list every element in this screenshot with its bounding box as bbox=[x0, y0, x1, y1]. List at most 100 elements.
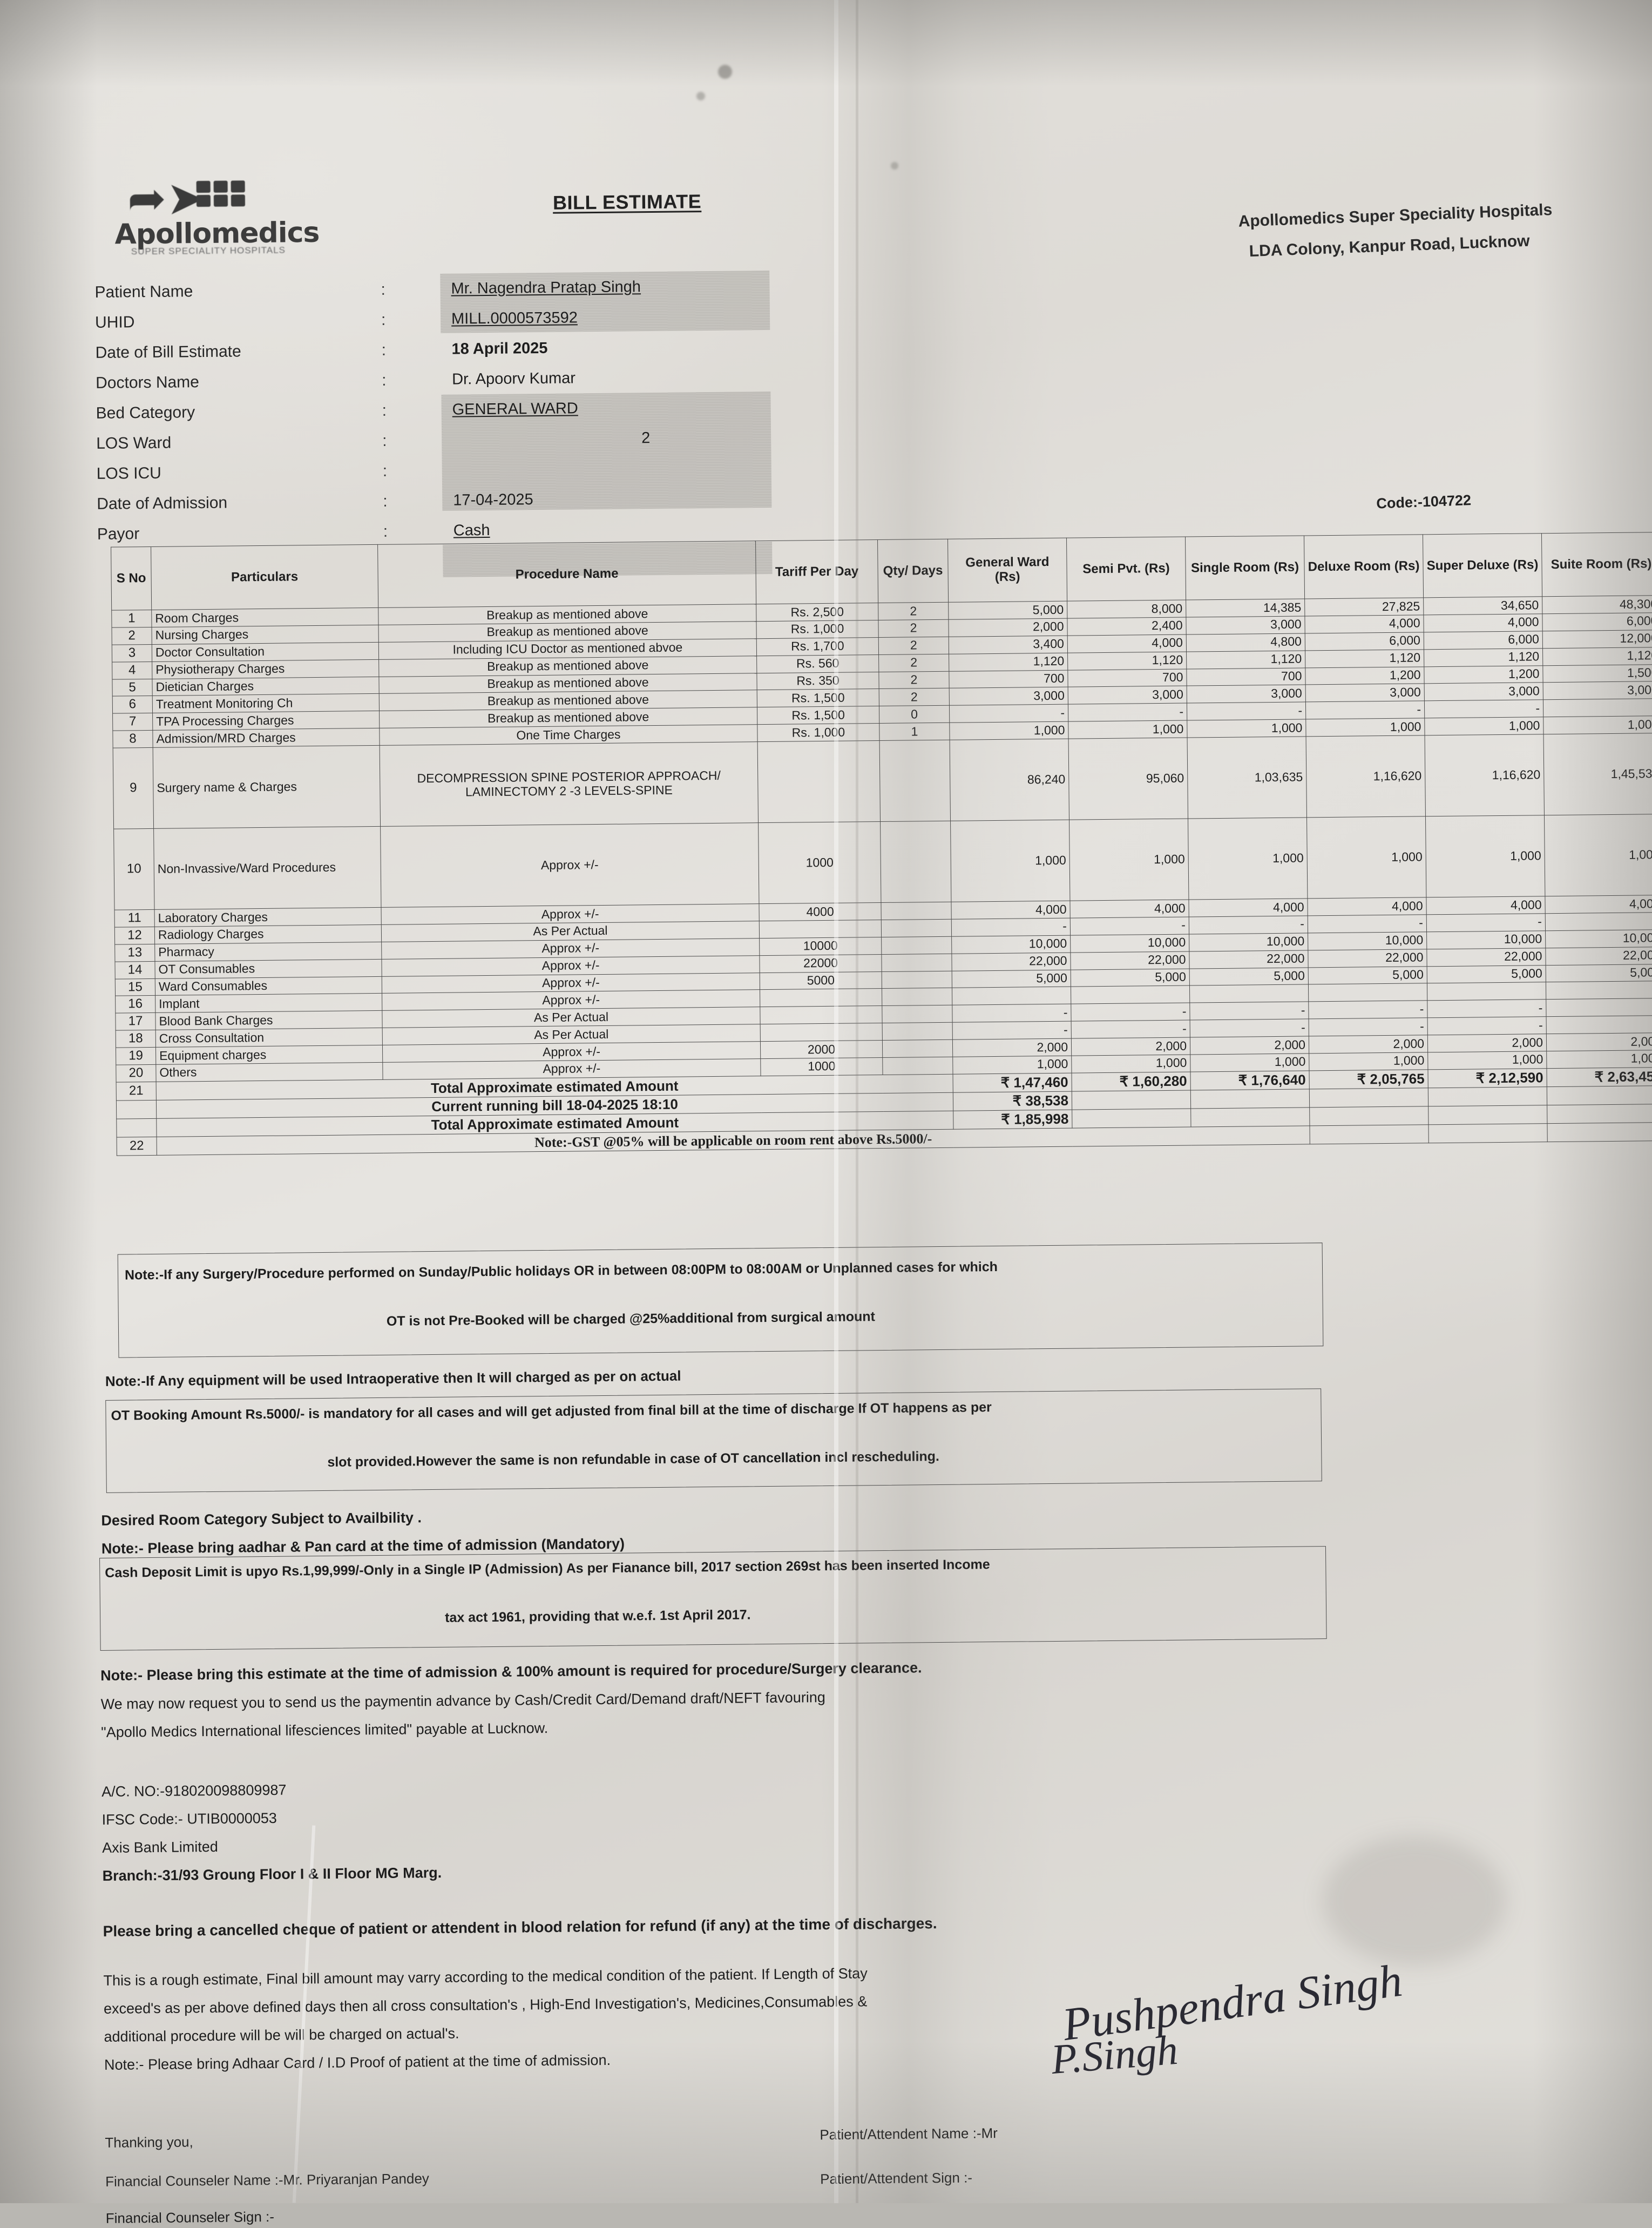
col-header-sno: S No bbox=[111, 546, 152, 611]
cell-total-single-room bbox=[1190, 1089, 1310, 1109]
cell-suite-room: 48,300 bbox=[1542, 595, 1652, 614]
info-colon: : bbox=[383, 522, 388, 541]
bill-estimate-table-wrapper: S No Particulars Procedure Name Tariff P… bbox=[111, 532, 1652, 1156]
cell-tariff-per-day: 2000 bbox=[760, 1040, 883, 1059]
cell-deluxe-room: 1,000 bbox=[1309, 1052, 1428, 1071]
cell-sno: 1 bbox=[111, 610, 152, 628]
cell-sno: 5 bbox=[112, 678, 153, 697]
cell-qty-days: 0 bbox=[879, 705, 950, 724]
cell-semi-pvt: 5,000 bbox=[1071, 968, 1190, 987]
info-colon: : bbox=[381, 371, 387, 389]
hospital-address-block: Apollomedics Super Speciality Hospitals … bbox=[1238, 199, 1596, 261]
cell-semi-pvt: 8,000 bbox=[1067, 600, 1186, 619]
cell-general-ward: - bbox=[952, 1021, 1072, 1040]
cell-single-room: 700 bbox=[1186, 667, 1306, 686]
cell-total-semi-pvt: ₹ 1,60,280 bbox=[1072, 1071, 1191, 1091]
cell-tariff-per-day: Rs. 560 bbox=[756, 654, 879, 673]
cell-tariff-per-day: 1000 bbox=[758, 821, 881, 904]
cell-sno: 15 bbox=[115, 978, 155, 996]
col-header-general-ward: General Ward (Rs) bbox=[947, 538, 1067, 603]
cell-super-deluxe: 1,000 bbox=[1425, 815, 1545, 897]
cell-qty-days bbox=[879, 740, 951, 822]
cell-empty bbox=[1309, 1124, 1429, 1145]
cell-suite-room: 2,000 bbox=[1546, 1032, 1652, 1051]
cell-semi-pvt: - bbox=[1071, 1020, 1190, 1039]
cell-particulars: Room Charges bbox=[151, 607, 378, 627]
payment-line-2: "Apollo Medics International lifescience… bbox=[101, 1719, 549, 1740]
cell-single-room: 1,000 bbox=[1187, 719, 1306, 738]
cell-total-deluxe-room: ₹ 2,05,765 bbox=[1309, 1069, 1428, 1089]
cell-sno: 14 bbox=[114, 961, 155, 979]
cell-general-ward: 3,400 bbox=[949, 635, 1068, 654]
cell-tariff-per-day bbox=[759, 920, 882, 939]
cell-suite-room: 6,000 bbox=[1542, 612, 1652, 631]
logo-mark-icon: ➦➤ bbox=[127, 171, 206, 226]
cell-semi-pvt: 1,000 bbox=[1071, 1054, 1191, 1073]
cell-particulars: Radiology Charges bbox=[154, 924, 382, 944]
handwritten-sign-text: P.Singh bbox=[1049, 2026, 1180, 2083]
cell-tariff-per-day: Rs. 1,000 bbox=[757, 723, 880, 742]
col-header-semi-pvt: Semi Pvt. (Rs) bbox=[1066, 537, 1186, 602]
patient-attendent-name-label: Patient/Attendent Name :-Mr bbox=[820, 2125, 998, 2143]
cell-deluxe-room: 1,120 bbox=[1305, 649, 1424, 668]
cell-single-room: 3,000 bbox=[1187, 685, 1306, 704]
cell-particulars: Laboratory Charges bbox=[154, 907, 382, 927]
cell-particulars: Dietician Charges bbox=[152, 676, 380, 696]
col-header-procedure: Procedure Name bbox=[377, 541, 756, 608]
info-colon: : bbox=[382, 401, 387, 420]
cell-particulars: Equipment charges bbox=[155, 1045, 383, 1065]
cell-suite-room: 5,000 bbox=[1546, 964, 1652, 983]
rough-estimate-line-1: This is a rough estimate, Final bill amo… bbox=[103, 1965, 868, 1989]
cell-total-semi-pvt bbox=[1072, 1090, 1191, 1110]
info-colon: : bbox=[382, 462, 388, 480]
cell-deluxe-room bbox=[1308, 983, 1427, 1002]
cell-super-deluxe: 10,000 bbox=[1426, 930, 1546, 949]
logo-tagline: SUPER SPECIALITY HOSPITALS bbox=[131, 245, 286, 257]
info-colon: : bbox=[381, 310, 386, 329]
cell-semi-pvt: 95,060 bbox=[1068, 738, 1188, 820]
cell-semi-pvt: 1,120 bbox=[1067, 651, 1187, 670]
cell-total-general-ward: ₹ 38,538 bbox=[953, 1091, 1072, 1111]
cell-total-super-deluxe bbox=[1428, 1086, 1547, 1106]
cell-qty-days: 2 bbox=[878, 637, 949, 655]
cell-total-suite-room: ₹ 2,63,450 bbox=[1546, 1067, 1652, 1087]
cell-particulars: TPA Processing Charges bbox=[152, 711, 380, 731]
cell-general-ward: 3,000 bbox=[949, 687, 1068, 706]
cell-super-deluxe: 5,000 bbox=[1427, 965, 1546, 984]
cell-general-ward: 1,000 bbox=[950, 820, 1070, 902]
cell-single-room: 1,000 bbox=[1188, 817, 1308, 900]
cell-single-room: 3,000 bbox=[1186, 616, 1305, 634]
info-label: Date of Bill Estimate bbox=[95, 342, 241, 362]
cell-single-room bbox=[1189, 984, 1309, 1003]
cell-general-ward: - bbox=[952, 1004, 1072, 1023]
cell-particulars: Cross Consultation bbox=[155, 1028, 383, 1048]
cell-general-ward: 2,000 bbox=[952, 1038, 1072, 1057]
cell-deluxe-room: 4,000 bbox=[1307, 897, 1427, 916]
rough-estimate-line-3: additional procedure will be will be cha… bbox=[104, 2025, 459, 2045]
cell-sno: 19 bbox=[116, 1047, 156, 1065]
cell-qty-days: 2 bbox=[879, 688, 950, 706]
cell-tariff-per-day bbox=[760, 988, 882, 1007]
bank-branch: Branch:-31/93 Groung Floor I & II Floor … bbox=[102, 1864, 442, 1884]
cash-limit-line-2: tax act 1961, providing that w.e.f. 1st … bbox=[445, 1607, 751, 1625]
cell-sno: 20 bbox=[116, 1064, 157, 1082]
cell-super-deluxe: 3,000 bbox=[1424, 683, 1543, 701]
cell-sno: 13 bbox=[114, 944, 155, 962]
col-header-deluxe-room: Deluxe Room (Rs) bbox=[1304, 534, 1424, 599]
cell-semi-pvt: 1,000 bbox=[1069, 819, 1189, 901]
cell-super-deluxe: 2,000 bbox=[1427, 1034, 1547, 1052]
cell-general-ward: 10,000 bbox=[951, 935, 1071, 954]
cell-semi-pvt: 3,000 bbox=[1068, 686, 1187, 705]
cell-sno: 12 bbox=[114, 927, 155, 944]
cell-particulars: Nursing Charges bbox=[152, 625, 379, 645]
cell-qty-days bbox=[882, 1057, 953, 1075]
rough-estimate-line-2: exceed's as per above defined days then … bbox=[103, 1993, 868, 2017]
cell-general-ward: 2,000 bbox=[948, 618, 1068, 637]
hospital-name: Apollomedics Super Speciality Hospitals bbox=[1238, 201, 1553, 231]
cell-general-ward: 22,000 bbox=[951, 952, 1071, 971]
cell-tariff-per-day: 10000 bbox=[759, 937, 882, 956]
cell-suite-room bbox=[1546, 981, 1652, 1000]
cell-total-super-deluxe: ₹ 2,12,590 bbox=[1427, 1068, 1547, 1088]
cell-super-deluxe: - bbox=[1426, 913, 1546, 932]
